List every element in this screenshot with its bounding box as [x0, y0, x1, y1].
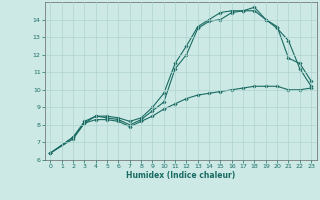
- X-axis label: Humidex (Indice chaleur): Humidex (Indice chaleur): [126, 171, 236, 180]
